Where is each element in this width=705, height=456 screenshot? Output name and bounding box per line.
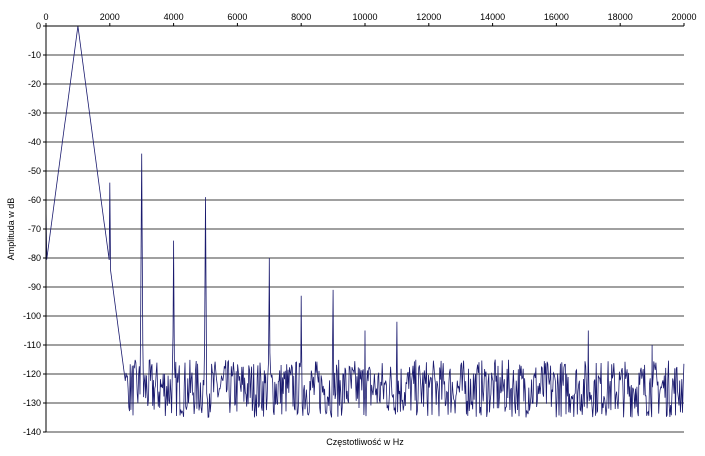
y-tick-label: -40 — [28, 137, 41, 147]
y-tick-label: -20 — [28, 79, 41, 89]
x-tick-label: 16000 — [544, 12, 569, 22]
y-tick-label: -120 — [23, 369, 41, 379]
y-tick-label: -10 — [28, 50, 41, 60]
y-tick-label: -90 — [28, 282, 41, 292]
y-axis-title: Amplituda w dB — [6, 198, 16, 261]
x-tick-label: 4000 — [164, 12, 184, 22]
y-tick-label: -30 — [28, 108, 41, 118]
x-tick-label: 20000 — [671, 12, 696, 22]
x-tick-label: 10000 — [352, 12, 377, 22]
x-tick-label: 0 — [43, 12, 48, 22]
x-tick-labels: 0 2000 4000 6000 8000 10000 12000 14000 16000 180… — [43, 12, 697, 26]
y-tick-label: -80 — [28, 253, 41, 263]
x-tick-label: 2000 — [100, 12, 120, 22]
y-tick-label: -50 — [28, 166, 41, 176]
x-tick-label: 8000 — [291, 12, 311, 22]
x-axis-title: Częstotliwość w Hz — [326, 437, 404, 447]
y-tick-label: -130 — [23, 398, 41, 408]
y-tick-labels: 0 -10 -20 -30 -40 -50 -60 -70 -80 -90 -100 -110 -120… — [23, 21, 46, 437]
y-tick-label: -60 — [28, 195, 41, 205]
y-tick-label: -140 — [23, 427, 41, 437]
y-tick-label: 0 — [36, 21, 41, 31]
x-tick-label: 14000 — [480, 12, 505, 22]
y-tick-label: -110 — [24, 340, 41, 350]
x-tick-label: 6000 — [227, 12, 247, 22]
y-tick-label: -100 — [23, 311, 41, 321]
x-tick-label: 12000 — [416, 12, 441, 22]
series-line — [45, 25, 685, 418]
y-tick-label: -70 — [28, 224, 41, 234]
x-tick-label: 18000 — [608, 12, 633, 22]
